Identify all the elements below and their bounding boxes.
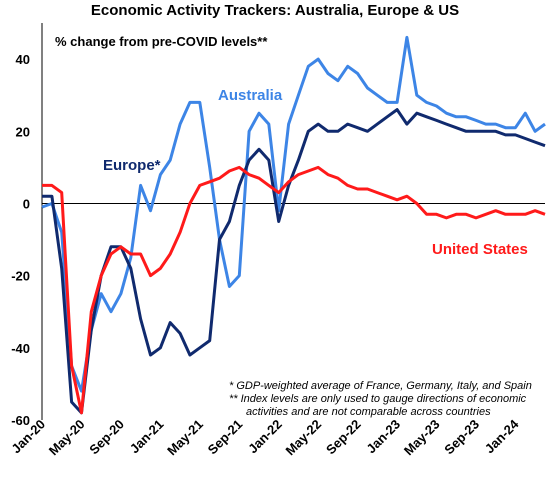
series-lines (41, 35, 546, 415)
series-label-europe: Europe* (103, 157, 161, 174)
x-tick-label: Jan-21 (127, 417, 167, 457)
x-tick-label: Sep-23 (441, 417, 482, 458)
x-tick-label: Sep-20 (86, 417, 127, 458)
y-tick-label: -20 (11, 269, 30, 284)
footnote-3: activities and are not comparable across… (246, 406, 491, 418)
x-tick-label: May-21 (164, 417, 206, 459)
x-tick-label: May-23 (401, 417, 443, 459)
y-tick-label: -60 (11, 413, 30, 428)
y-tick-labels: 40 20 0 -20 -40 -60 (11, 52, 30, 428)
chart-subtitle: % change from pre-COVID levels** (55, 34, 268, 49)
x-tick-label: Sep-22 (323, 417, 364, 458)
series-line-0 (41, 35, 546, 393)
y-tick-label: 20 (16, 124, 30, 139)
x-tick-label: Jan-24 (482, 416, 522, 456)
x-tick-label: May-22 (283, 417, 325, 459)
x-tick-label: May-20 (46, 417, 88, 459)
x-tick-label: Sep-21 (205, 417, 246, 458)
y-tick-label: 0 (23, 196, 30, 211)
x-tick-label: Jan-23 (363, 417, 403, 457)
footnote-1: * GDP-weighted average of France, German… (229, 380, 532, 392)
series-label-us: United States (432, 241, 528, 258)
x-tick-label: Jan-22 (245, 417, 285, 457)
footnote-2: ** Index levels are only used to gauge d… (229, 393, 527, 405)
footnotes: * GDP-weighted average of France, German… (229, 380, 532, 418)
series-label-australia: Australia (218, 87, 283, 104)
chart-title: Economic Activity Trackers: Australia, E… (91, 2, 459, 19)
series-line-1 (42, 108, 546, 415)
y-tick-label: 40 (16, 52, 30, 67)
y-tick-label: -40 (11, 341, 30, 356)
series-line-2 (42, 165, 546, 415)
